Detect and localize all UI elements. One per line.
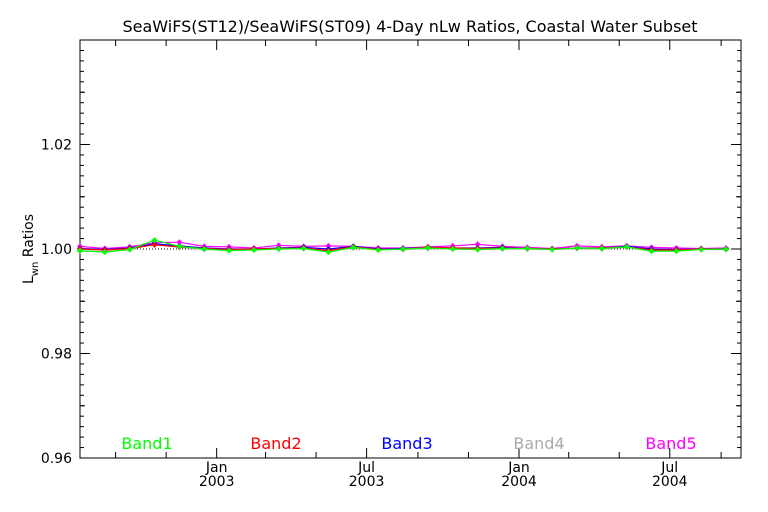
- y-axis-label-main: L: [21, 276, 37, 284]
- data-point: [151, 237, 158, 244]
- y-tick-label: 1.00: [41, 242, 72, 258]
- data-point: [474, 241, 481, 248]
- data-point: [449, 246, 456, 252]
- x-tick-label-month: Jan: [205, 460, 228, 476]
- x-tick-label-month: Jul: [357, 460, 375, 476]
- series-layer: [77, 237, 730, 256]
- y-axis-label-rest: Ratios: [21, 214, 37, 262]
- axis-ticks: 0.960.981.001.02Jan2003Jul2003Jan2004Jul…: [41, 39, 741, 490]
- x-tick-label-year: 2004: [652, 474, 688, 490]
- data-point: [598, 245, 605, 252]
- data-point: [250, 247, 257, 254]
- data-point: [176, 243, 183, 250]
- data-point: [573, 244, 580, 251]
- legend-entry-band3: Band3: [381, 434, 432, 453]
- legend-entry-band1: Band1: [121, 434, 172, 453]
- data-point: [424, 244, 431, 251]
- data-point: [400, 246, 407, 252]
- data-point: [77, 247, 83, 254]
- series-band1: [77, 237, 730, 256]
- data-point: [474, 246, 481, 253]
- data-point: [375, 247, 382, 254]
- data-point: [499, 245, 506, 252]
- x-tick-label-month: Jul: [660, 460, 678, 476]
- data-point: [126, 246, 133, 253]
- x-tick-label-year: 2003: [349, 474, 385, 490]
- chart-title: SeaWiFS(ST12)/SeaWiFS(ST09) 4-Day nLw Ra…: [122, 17, 697, 36]
- data-point: [151, 241, 158, 248]
- data-point: [723, 246, 730, 252]
- data-point: [698, 246, 705, 253]
- legend-entry-band2: Band2: [250, 434, 301, 453]
- data-point: [176, 239, 183, 246]
- data-point: [350, 244, 357, 251]
- data-point: [325, 249, 332, 256]
- data-point: [549, 246, 556, 253]
- y-axis-label-subscript: wn: [30, 262, 41, 277]
- y-tick-label: 0.96: [41, 451, 72, 467]
- legend-entry-band4: Band4: [513, 434, 564, 453]
- data-point: [201, 246, 208, 252]
- data-point: [275, 246, 282, 252]
- y-tick-label: 1.02: [41, 138, 72, 154]
- legend-entry-band5: Band5: [645, 434, 696, 453]
- x-tick-label-month: Jan: [507, 460, 530, 476]
- data-point: [524, 245, 531, 252]
- data-point: [300, 245, 307, 252]
- y-tick-label: 0.98: [41, 347, 72, 363]
- data-point: [673, 248, 680, 255]
- data-point: [226, 247, 233, 254]
- x-tick-label-year: 2004: [501, 474, 537, 490]
- data-point: [101, 249, 108, 256]
- data-point: [648, 248, 655, 255]
- data-point: [325, 242, 332, 249]
- data-point: [623, 243, 630, 250]
- y-axis-label: Lwn Ratios: [21, 214, 41, 284]
- legend: Band1 Band2 Band3 Band4 Band5: [121, 434, 696, 453]
- x-tick-label-year: 2003: [199, 474, 235, 490]
